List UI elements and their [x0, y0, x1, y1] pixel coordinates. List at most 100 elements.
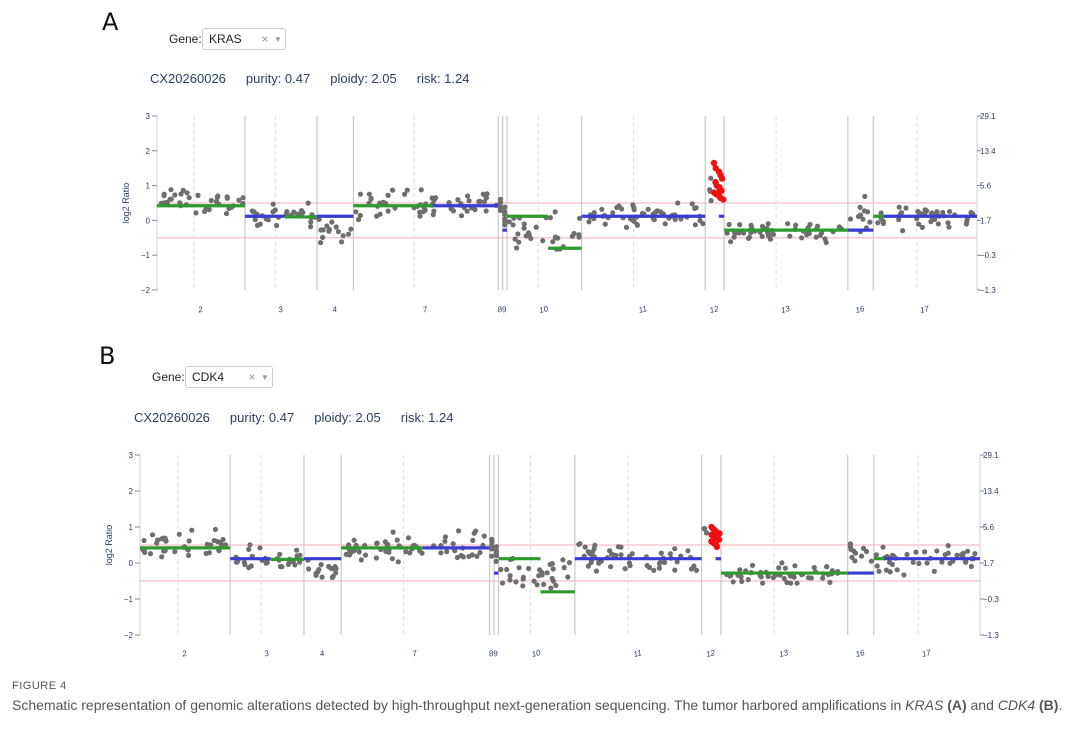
data-point — [417, 548, 423, 554]
data-point — [848, 546, 854, 552]
data-point — [402, 191, 408, 197]
data-point — [898, 210, 905, 216]
data-point — [858, 212, 864, 218]
data-point — [968, 563, 975, 570]
gene-select[interactable]: CDK4 × ▼ — [185, 366, 273, 388]
data-point — [206, 550, 212, 556]
chromosome-label: 7 — [422, 305, 429, 315]
data-point — [384, 541, 390, 548]
chevron-down-icon[interactable]: ▼ — [261, 372, 269, 382]
data-point — [945, 543, 951, 549]
data-point — [922, 549, 928, 555]
data-point — [889, 552, 896, 558]
data-point — [442, 534, 448, 540]
y2-tick-label: 1.7 — [980, 216, 992, 225]
data-point — [161, 200, 168, 206]
data-point — [497, 204, 503, 210]
data-point — [790, 573, 797, 579]
data-point — [316, 216, 322, 222]
chromosome-label: 12 — [705, 648, 716, 659]
data-point — [692, 222, 699, 228]
gene-select[interactable]: KRAS × ▼ — [202, 28, 286, 50]
data-point — [878, 210, 884, 216]
data-point — [476, 199, 482, 205]
data-point — [528, 235, 534, 242]
y-tick-label: 3 — [129, 451, 134, 460]
data-point — [547, 215, 554, 221]
data-point — [504, 566, 510, 573]
copy-number-plot[interactable]: 3 29.1 2 13.4 1 5.6 0 1.7 −1 −0.3 −2 −1.3 log2 Ratio… — [0, 0, 1080, 340]
data-point — [172, 192, 178, 198]
data-point — [520, 574, 527, 580]
purity-value: purity: 0.47 — [229, 410, 295, 425]
data-point — [168, 187, 174, 193]
data-point — [223, 542, 229, 548]
data-point — [792, 563, 798, 569]
data-point — [446, 200, 452, 206]
data-point — [602, 221, 608, 227]
data-point — [506, 219, 512, 225]
data-point — [242, 561, 248, 568]
data-point — [922, 210, 928, 216]
gene-label: Gene: — [152, 370, 185, 384]
clear-icon[interactable]: × — [248, 370, 256, 384]
chromosome-label: 7 — [411, 649, 418, 659]
data-point — [516, 565, 522, 571]
data-point — [811, 564, 817, 571]
data-point — [873, 552, 880, 558]
chevron-down-icon[interactable]: ▼ — [274, 34, 282, 44]
data-point — [623, 224, 630, 230]
data-point — [847, 541, 854, 547]
data-point — [904, 551, 910, 558]
data-point — [626, 560, 633, 566]
copy-number-plot[interactable]: 3 29.1 2 13.4 1 5.6 0 1.7 −1 −0.3 −2 −1.3 log2 Ratio… — [0, 340, 1080, 675]
data-point — [386, 549, 392, 555]
data-point — [593, 568, 600, 574]
clear-icon[interactable]: × — [261, 32, 269, 46]
data-point — [550, 239, 556, 245]
data-point — [827, 579, 833, 585]
data-point — [176, 531, 182, 537]
data-point — [806, 230, 812, 237]
data-point — [442, 538, 448, 544]
data-point — [141, 537, 147, 544]
data-point — [534, 582, 540, 588]
data-point — [236, 197, 242, 203]
data-point — [776, 565, 782, 571]
data-point — [521, 221, 527, 227]
data-point — [204, 541, 210, 547]
data-point — [880, 544, 886, 550]
chromosome-label: 17 — [921, 648, 932, 659]
data-point — [553, 582, 559, 588]
data-point — [963, 559, 969, 565]
data-point — [903, 205, 909, 211]
data-point — [142, 549, 148, 555]
caption-text: Schematic representation of genomic alte… — [12, 696, 1074, 715]
data-point — [502, 209, 508, 215]
data-point — [417, 213, 423, 219]
data-point — [708, 198, 714, 204]
data-point — [610, 210, 616, 216]
y-tick-label: −2 — [141, 286, 151, 295]
data-point — [320, 234, 326, 240]
data-point — [300, 209, 306, 216]
y-tick-label: 0 — [129, 559, 134, 568]
data-point — [749, 562, 756, 568]
data-point — [672, 546, 678, 552]
chromosome-label: 2 — [196, 305, 204, 315]
data-point — [667, 551, 674, 557]
data-point — [159, 554, 165, 560]
data-point — [857, 204, 863, 210]
figure-caption: FIGURE 4 Schematic representation of gen… — [12, 680, 1074, 715]
y2-tick-label: 1.7 — [983, 559, 995, 568]
data-point — [886, 559, 893, 565]
amplified-point — [720, 196, 727, 203]
data-point — [499, 580, 506, 586]
data-point — [339, 239, 345, 245]
data-point — [497, 196, 504, 202]
data-point — [147, 551, 154, 557]
data-point — [703, 530, 710, 536]
data-point — [224, 195, 230, 201]
caption-ref: (A) — [947, 697, 967, 713]
data-point — [305, 200, 311, 206]
